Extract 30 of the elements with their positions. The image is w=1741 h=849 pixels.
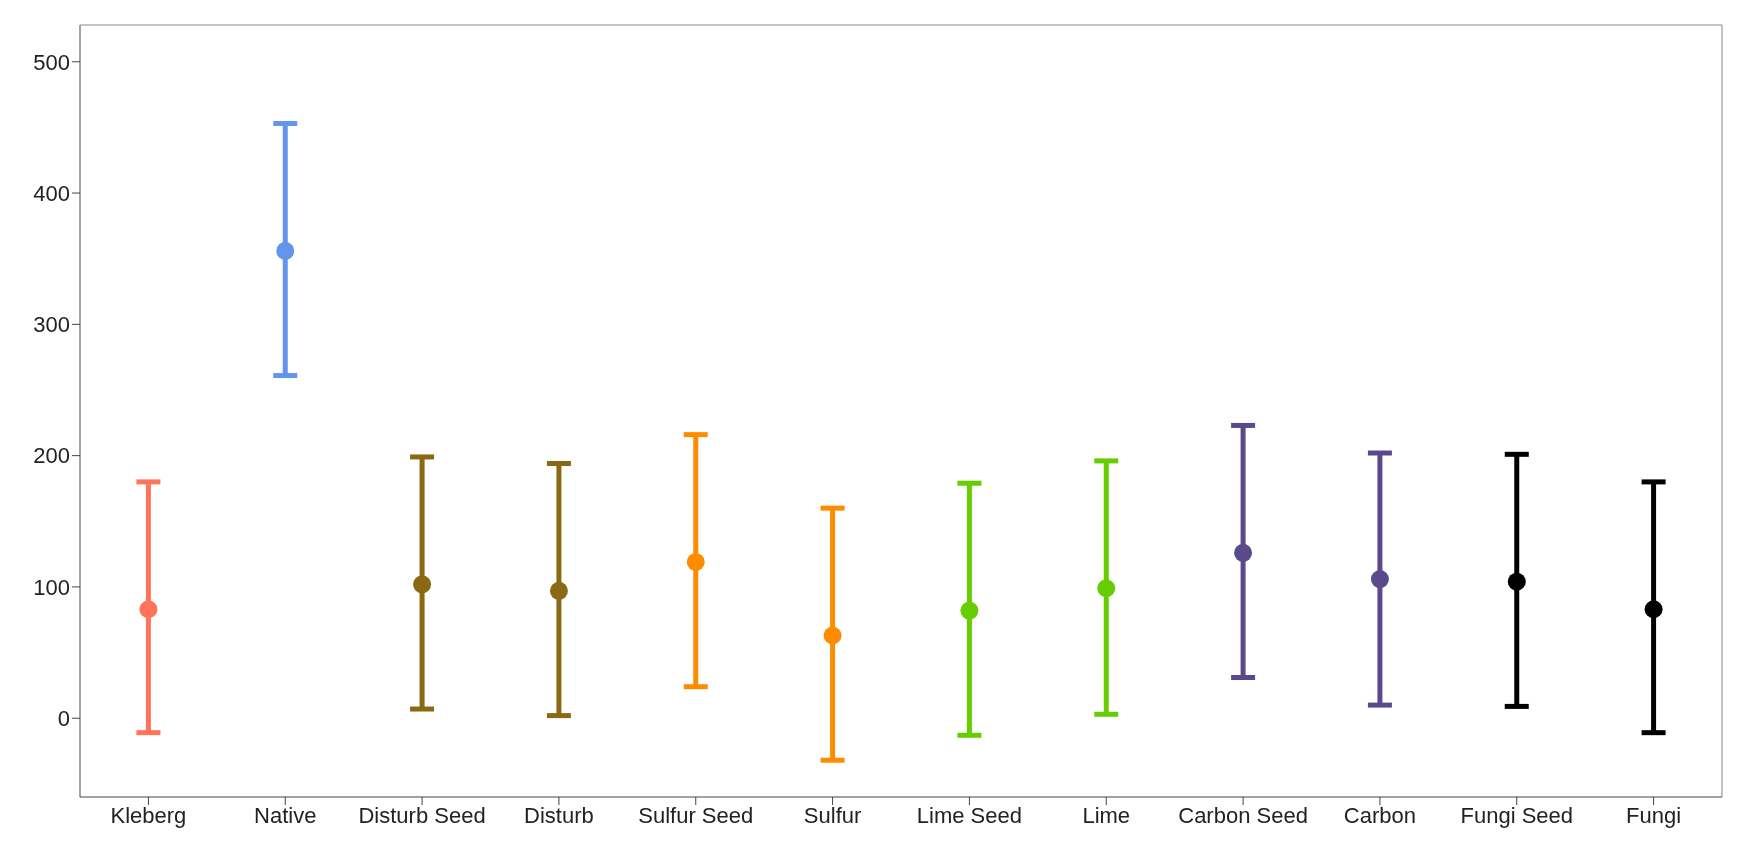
point: [413, 575, 432, 594]
x-tick-label: Fungi Seed: [1460, 802, 1574, 828]
y-tick-label: 500: [33, 49, 70, 75]
x-tick-label: Lime: [1082, 802, 1131, 828]
point: [549, 581, 568, 600]
point: [1370, 570, 1389, 589]
point: [1507, 572, 1526, 591]
point: [1644, 600, 1663, 619]
point: [960, 601, 979, 620]
point: [1234, 543, 1253, 562]
point: [823, 626, 842, 645]
y-tick-label: 200: [33, 443, 70, 469]
x-tick-label: Disturb Seed: [358, 802, 486, 828]
x-tick-label: Sulfur Seed: [638, 802, 754, 828]
x-tick-label: Fungi: [1626, 802, 1682, 828]
x-tick-label: Carbon Seed: [1178, 802, 1308, 828]
point: [1097, 579, 1116, 598]
y-tick-label: 300: [33, 312, 70, 338]
point: [686, 552, 705, 571]
x-tick-label: Carbon: [1343, 802, 1416, 828]
x-tick-label: Kleberg: [110, 802, 187, 828]
y-tick-label: 0: [57, 706, 70, 732]
y-tick-label: 400: [33, 180, 70, 206]
x-tick-label: Disturb: [524, 802, 594, 828]
point: [139, 600, 158, 619]
x-tick-label: Lime Seed: [916, 802, 1023, 828]
point: [276, 241, 295, 260]
y-tick-label: 100: [33, 574, 70, 600]
x-tick-label: Native: [254, 802, 317, 828]
x-tick-label: Sulfur: [803, 802, 862, 828]
